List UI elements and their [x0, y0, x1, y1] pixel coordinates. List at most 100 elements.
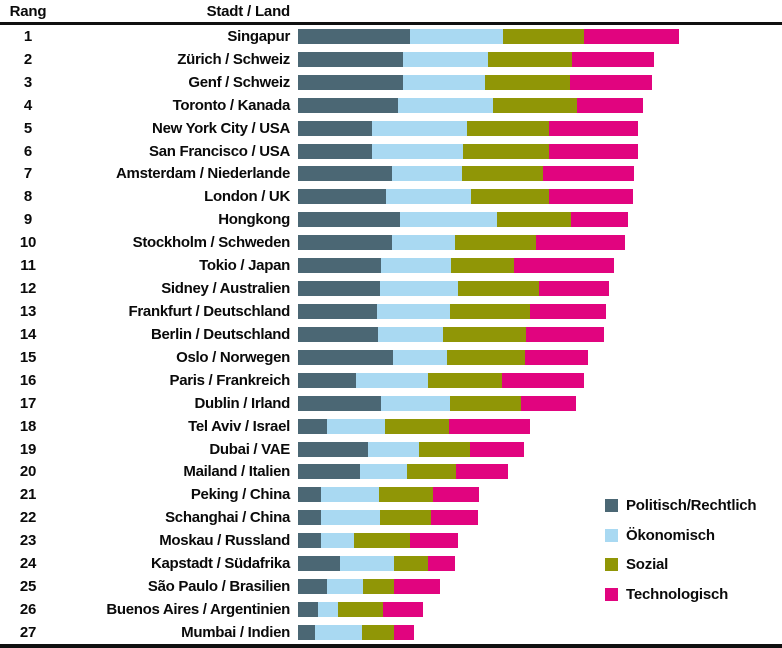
- stacked-bar: [298, 533, 458, 549]
- bar-segment-oekonomisch: [410, 28, 503, 44]
- rank-cell: 17: [19, 394, 37, 412]
- bar-segment-technologisch: [449, 418, 530, 434]
- bar-segment-technologisch: [525, 349, 588, 365]
- bar-segment-oekonomisch: [321, 533, 354, 549]
- bar-segment-sozial: [493, 97, 577, 113]
- rank-cell: 9: [23, 211, 33, 229]
- city-label: London / UK: [204, 188, 290, 206]
- bar-segment-politisch: [298, 556, 340, 572]
- bar-segment-sozial: [443, 326, 526, 342]
- bar-segment-sozial: [447, 349, 525, 365]
- table-row: 16 Paris / Frankreich: [0, 369, 782, 392]
- bar-segment-sozial: [485, 74, 570, 90]
- stacked-bar: [298, 166, 634, 182]
- city-label: Dublin / Irland: [194, 394, 291, 412]
- bar-segment-politisch: [298, 74, 403, 90]
- bar-segment-oekonomisch: [403, 51, 488, 67]
- bar-segment-sozial: [458, 281, 539, 297]
- city-label: Stockholm / Schweden: [132, 234, 291, 252]
- bar-segment-politisch: [298, 624, 315, 640]
- bar-segment-sozial: [419, 441, 470, 457]
- bar-segment-sozial: [394, 556, 428, 572]
- bar-segment-politisch: [298, 212, 400, 228]
- bar-segment-politisch: [298, 602, 318, 617]
- table-row: 10 Stockholm / Schweden: [0, 231, 782, 254]
- rank-cell: 26: [19, 601, 37, 618]
- bar-segment-oekonomisch: [378, 326, 443, 342]
- bar-segment-technologisch: [383, 602, 423, 617]
- stacked-bar: [298, 602, 423, 617]
- city-label: Tel Aviv / Israel: [188, 417, 290, 435]
- stacked-bar: [298, 624, 414, 640]
- bar-segment-sozial: [503, 28, 584, 44]
- bar-segment-technologisch: [502, 372, 584, 388]
- table-row: 17 Dublin / Irland: [0, 392, 782, 415]
- bar-segment-politisch: [298, 579, 327, 595]
- bar-segment-technologisch: [410, 533, 458, 549]
- bar-segment-politisch: [298, 97, 398, 113]
- city-label: Toronto / Kanada: [172, 96, 291, 114]
- city-label: Dubai / VAE: [209, 440, 290, 458]
- rank-cell: 21: [19, 486, 37, 504]
- city-label: Peking / China: [190, 486, 290, 504]
- bar-segment-politisch: [298, 464, 360, 480]
- legend-label: Technologisch: [626, 585, 729, 603]
- city-label: New York City / USA: [152, 119, 290, 137]
- city-label: Buenos Aires / Argentinien: [106, 601, 290, 618]
- bar-segment-sozial: [463, 143, 549, 159]
- legend-label: Politisch/Rechtlich: [626, 497, 757, 514]
- bar-segment-technologisch: [431, 510, 478, 526]
- bar-segment-politisch: [298, 349, 393, 365]
- stacked-bar: [298, 281, 609, 297]
- rank-cell: 20: [19, 463, 37, 481]
- bar-segment-oekonomisch: [392, 166, 462, 182]
- table-row: 11 Tokio / Japan: [0, 254, 782, 277]
- stacked-bar: [298, 189, 633, 205]
- stacked-bar: [298, 120, 638, 136]
- bar-segment-sozial: [497, 212, 571, 228]
- bar-segment-sozial: [471, 189, 549, 205]
- stacked-bar: [298, 349, 588, 365]
- bar-segment-sozial: [380, 510, 431, 526]
- bar-segment-oekonomisch: [340, 556, 394, 572]
- stacked-bar: [298, 395, 576, 411]
- bar-segment-politisch: [298, 281, 380, 297]
- legend-item-technologisch: Technologisch: [605, 585, 756, 603]
- rank-cell: 25: [19, 578, 37, 596]
- rank-cell: 27: [19, 623, 37, 641]
- bar-segment-oekonomisch: [377, 304, 450, 320]
- rank-cell: 8: [23, 188, 33, 206]
- stacked-bar: [298, 326, 604, 342]
- city-label: Sidney / Australien: [161, 280, 290, 298]
- bar-segment-sozial: [363, 579, 394, 595]
- bar-segment-politisch: [298, 51, 403, 67]
- table-row: 5 New York City / USA: [0, 117, 782, 140]
- bar-segment-technologisch: [572, 51, 654, 67]
- rank-cell: 19: [19, 440, 37, 458]
- bar-segment-oekonomisch: [380, 281, 458, 297]
- bar-segment-technologisch: [456, 464, 508, 480]
- bar-segment-technologisch: [394, 579, 440, 595]
- table-row: 20 Mailand / Italien: [0, 461, 782, 484]
- city-label: Moskau / Russland: [159, 532, 290, 550]
- bar-segment-politisch: [298, 28, 410, 44]
- chart-rows: 1 Singapur 2 Zürich / Schweiz 3 Genf / S…: [0, 25, 782, 644]
- rank-cell: 3: [23, 73, 33, 91]
- bar-segment-politisch: [298, 326, 378, 342]
- stacked-bar: [298, 212, 628, 228]
- legend: Politisch/Rechtlich Ökonomisch Sozial Te…: [605, 497, 757, 616]
- rank-cell: 1: [23, 27, 33, 45]
- table-header: Rang Stadt / Land: [0, 0, 782, 25]
- bar-segment-technologisch: [433, 487, 479, 503]
- city-label: Mumbai / Indien: [181, 623, 290, 641]
- bar-segment-technologisch: [549, 120, 638, 136]
- stacked-bar: [298, 51, 654, 67]
- rank-cell: 16: [19, 371, 37, 389]
- bar-segment-politisch: [298, 235, 392, 251]
- city-label: Oslo / Norwegen: [176, 348, 290, 366]
- city-label: Tokio / Japan: [199, 257, 290, 275]
- city-label: Schanghai / China: [165, 509, 290, 527]
- table-row: 6 San Francisco / USA: [0, 140, 782, 163]
- rank-cell: 18: [19, 417, 37, 435]
